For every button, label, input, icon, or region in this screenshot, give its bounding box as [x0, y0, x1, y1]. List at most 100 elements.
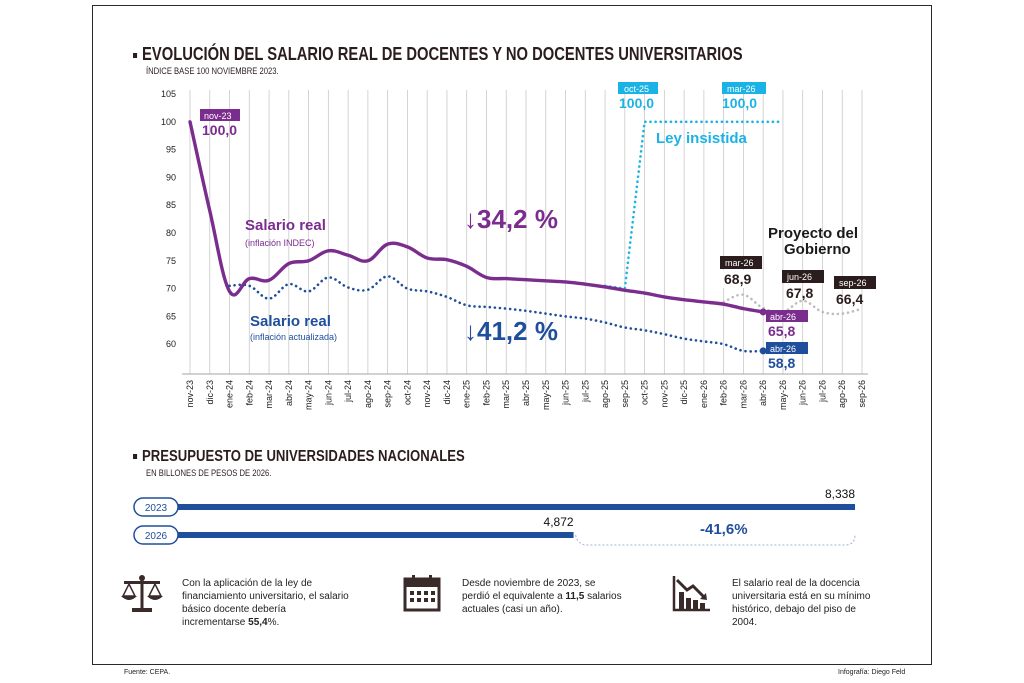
- x-tick-label: oct-25: [640, 380, 650, 405]
- fact-3: El salario real de la docencia universit…: [732, 578, 871, 628]
- series-note-actualizada: (inflación actualizada): [250, 332, 337, 342]
- x-tick-label: jun-26: [798, 380, 808, 406]
- x-tick-label: feb-26: [719, 380, 729, 406]
- svg-text:oct-25: oct-25: [624, 84, 649, 94]
- y-tick-label: 85: [166, 200, 176, 210]
- credit-note: Infografía: Diego Feld: [838, 669, 906, 676]
- svg-text:67,8: 67,8: [786, 285, 813, 301]
- budget-value-label: 8,338: [825, 487, 855, 501]
- end-point: [759, 308, 767, 316]
- x-tick-label: nov-24: [422, 380, 432, 408]
- x-tick-label: ago-24: [363, 380, 373, 408]
- x-tick-label: jul-26: [817, 380, 827, 403]
- callout-abr-26-indec: abr-26 65,8: [766, 310, 808, 339]
- x-tick-label: sep-25: [620, 380, 630, 408]
- series-label-indec: Salario real: [245, 217, 326, 234]
- budget-bar-2026: [178, 532, 574, 538]
- x-tick-label: sep-26: [857, 380, 867, 408]
- series-label-proyecto-1: Proyecto del: [768, 225, 858, 242]
- y-tick-label: 75: [166, 256, 176, 266]
- svg-text:65,8: 65,8: [768, 323, 795, 339]
- y-tick-label: 105: [161, 89, 176, 99]
- x-tick-label: ago-26: [837, 380, 847, 408]
- svg-text:66,4: 66,4: [836, 291, 863, 307]
- svg-text:abr-26: abr-26: [770, 312, 796, 322]
- series-label-actualizada: Salario real: [250, 313, 331, 330]
- y-tick-label: 100: [161, 117, 176, 127]
- end-point: [759, 347, 767, 355]
- chart-title: EVOLUCIÓN DEL SALARIO REAL DE DOCENTES Y…: [133, 44, 743, 65]
- x-tick-label: may-24: [304, 380, 314, 410]
- series-label-ley: Ley insistida: [656, 130, 748, 147]
- x-tick-label: dic-25: [679, 380, 689, 405]
- budget-bar-2023: [178, 504, 855, 510]
- svg-text:58,8: 58,8: [768, 355, 795, 371]
- x-tick-label: nov-25: [659, 380, 669, 408]
- fact-1: Con la aplicación de la ley de financiam…: [182, 578, 349, 628]
- x-tick-label: may-25: [541, 380, 551, 410]
- y-tick-label: 65: [166, 311, 176, 321]
- y-tick-label: 80: [166, 228, 176, 238]
- budget-bar-chart: 2023 8,338 2026 4,872 -41,6%: [133, 487, 856, 546]
- x-tick-label: may-26: [778, 380, 788, 410]
- fact-2: Desde noviembre de 2023, se perdió el eq…: [462, 578, 622, 615]
- callout-sep-26: sep-26 66,4: [834, 276, 876, 307]
- svg-text:68,9: 68,9: [724, 271, 751, 287]
- year-label: 2023: [145, 503, 168, 514]
- svg-text:100,0: 100,0: [722, 95, 757, 111]
- x-tick-label: ene-24: [225, 380, 235, 408]
- svg-text:nov-23: nov-23: [204, 111, 232, 121]
- x-tick-label: nov-23: [185, 380, 195, 408]
- salary-line-chart: 60 65 70 75 80 85 90 95 100 105 nov-23 dic-23 ene-2…: [161, 82, 876, 410]
- series-line-proyecto: [722, 293, 864, 316]
- series-note-indec: (inflación INDEC): [245, 238, 315, 248]
- callout-abr-26-actualizada: abr-26 58,8: [766, 342, 808, 371]
- scales-icon: [120, 574, 164, 619]
- series-label-proyecto-2: Gobierno: [784, 241, 851, 258]
- budget-subtitle: EN BILLONES DE PESOS DE 2026.: [146, 468, 272, 478]
- bullet-icon: [133, 52, 138, 58]
- series-line-actualizada: [228, 275, 765, 353]
- x-tick-label: jun-25: [561, 380, 571, 406]
- budget-value-label: 4,872: [544, 515, 574, 529]
- year-label: 2026: [145, 531, 168, 542]
- chart-down-icon: [672, 574, 712, 617]
- svg-text:mar-26: mar-26: [727, 84, 756, 94]
- svg-text:abr-26: abr-26: [770, 344, 796, 354]
- x-tick-label: abr-26: [758, 380, 768, 406]
- x-tick-label: feb-25: [481, 380, 491, 406]
- x-tick-label: abr-24: [284, 380, 294, 406]
- budget-change-label: -41,6%: [700, 521, 748, 538]
- x-tick-label: feb-24: [244, 380, 254, 406]
- svg-text:100,0: 100,0: [202, 122, 237, 138]
- x-tick-label: jun-24: [323, 380, 333, 406]
- y-tick-label: 70: [166, 284, 176, 294]
- svg-text:jun-26: jun-26: [786, 272, 812, 282]
- svg-text:mar-26: mar-26: [725, 258, 754, 268]
- callout-oct-25: oct-25 100,0: [618, 82, 658, 111]
- x-tick-label: mar-24: [264, 380, 274, 409]
- budget-title-text: PRESUPUESTO DE UNIVERSIDADES NACIONALES: [142, 448, 465, 465]
- infographic-frame: [92, 5, 932, 665]
- x-tick-label: oct-24: [402, 380, 412, 405]
- x-tick-label: abr-25: [521, 380, 531, 406]
- x-tick-label: sep-24: [383, 380, 393, 408]
- series-line-ley: [603, 120, 785, 290]
- y-tick-label: 60: [166, 339, 176, 349]
- chart-title-text: EVOLUCIÓN DEL SALARIO REAL DE DOCENTES Y…: [142, 44, 743, 64]
- svg-text:100,0: 100,0: [619, 95, 654, 111]
- callout-jun-26: jun-26 67,8: [782, 270, 824, 301]
- svg-text:sep-26: sep-26: [839, 278, 867, 288]
- source-note: Fuente: CEPA.: [124, 669, 171, 676]
- x-tick-label: ago-25: [600, 380, 610, 408]
- x-tick-label: jul-25: [580, 380, 590, 403]
- callout-nov-23: nov-23 100,0: [200, 109, 240, 138]
- x-tick-label: dic-23: [205, 380, 215, 405]
- x-tick-label: mar-26: [738, 380, 748, 409]
- bullet-icon: [133, 454, 138, 460]
- x-tick-label: mar-25: [501, 380, 511, 409]
- x-tick-label: ene-26: [699, 380, 709, 408]
- budget-gap-bracket: [575, 534, 856, 546]
- chart-subtitle: ÍNDICE BASE 100 NOVIEMBRE 2023.: [146, 66, 279, 76]
- budget-title: PRESUPUESTO DE UNIVERSIDADES NACIONALES: [133, 448, 465, 466]
